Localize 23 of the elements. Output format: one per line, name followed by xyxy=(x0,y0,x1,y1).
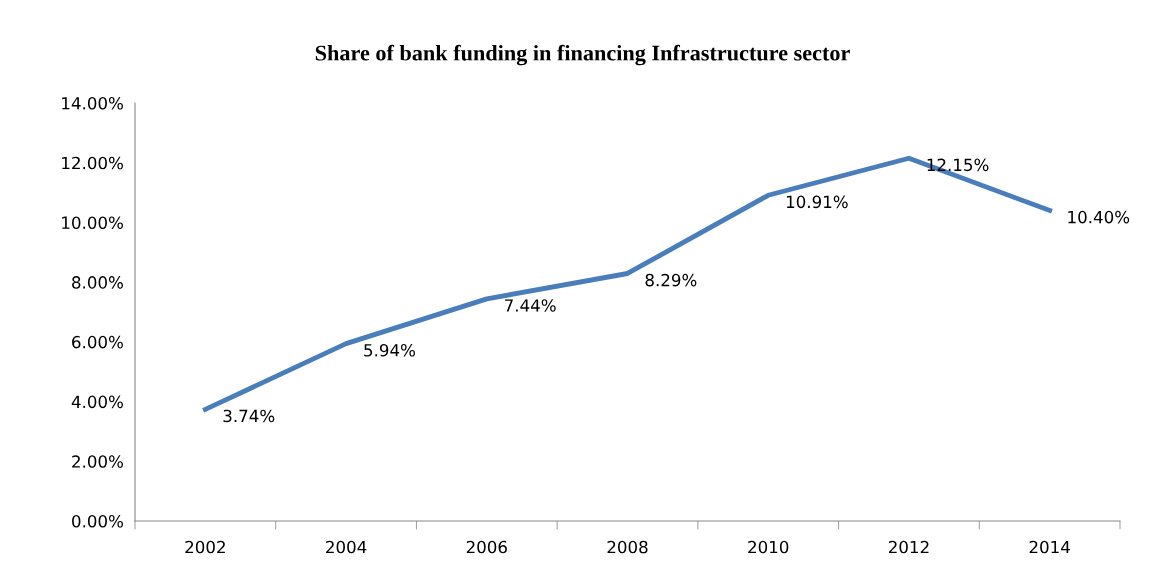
x-tick-label: 2004 xyxy=(326,540,367,554)
y-tick-label: 12.00% xyxy=(62,156,123,170)
chart-title: Share of bank funding in financing Infrastructure sector xyxy=(315,44,850,66)
y-tick-label: 6.00% xyxy=(72,335,123,349)
x-tick-label: 2014 xyxy=(1029,540,1070,554)
y-tick-label: 0.00% xyxy=(72,514,123,528)
x-tick-label: 2008 xyxy=(607,540,648,554)
y-tick-label: 4.00% xyxy=(71,395,123,409)
x-tick-label: 2006 xyxy=(466,540,507,554)
y-tick-label: 8.00% xyxy=(72,276,123,289)
data-label: 3.74% xyxy=(223,409,275,423)
data-label: 10.91% xyxy=(786,195,848,209)
y-tick-label: 10.00% xyxy=(62,216,123,229)
x-tick-label: 2002 xyxy=(185,540,225,554)
x-tick-label: 2012 xyxy=(888,540,929,554)
data-label: 12.15% xyxy=(927,158,989,172)
data-label: 8.29% xyxy=(645,273,697,287)
data-label: 7.44% xyxy=(505,299,556,312)
data-label: 5.94% xyxy=(364,343,415,357)
data-label: 10.40% xyxy=(1068,210,1130,224)
y-tick-label: 2.00% xyxy=(72,455,123,468)
x-tick-label: 2010 xyxy=(748,540,789,554)
y-tick-label: 14.00% xyxy=(62,96,123,110)
